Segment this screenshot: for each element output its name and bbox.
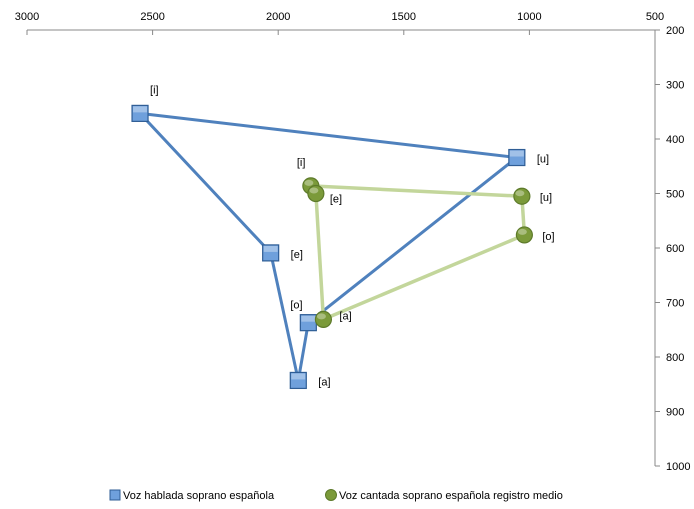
x-tick-label: 2000 [266, 11, 290, 23]
y-tick-label: 900 [666, 407, 684, 419]
series-1-marker [299, 314, 317, 332]
point-label: [o] [290, 300, 302, 312]
series-2-line [309, 184, 527, 322]
y-tick-label: 500 [666, 189, 684, 201]
series-1-marker [262, 244, 280, 262]
series-2-marker [314, 310, 333, 328]
series-1-line [138, 111, 519, 382]
y-tick-label: 1000 [666, 461, 690, 473]
point-label: [u] [537, 154, 549, 166]
point-label: [o] [542, 231, 554, 243]
series-2-marker [307, 184, 325, 203]
legend-marker-series-1 [109, 489, 121, 501]
y-tick-label: 400 [666, 134, 684, 146]
legend-label-series-2: Voz cantada soprano española registro me… [339, 490, 563, 502]
point-label: [a] [318, 376, 330, 388]
legend-marker-series-2 [325, 489, 337, 501]
x-tick-label: 1500 [392, 11, 416, 23]
point-label: [e] [291, 249, 303, 261]
point-label: [u] [540, 192, 552, 204]
series-2-marker [513, 187, 531, 205]
series-1-marker [289, 371, 307, 390]
series-2-marker [515, 226, 533, 244]
y-tick-label: 300 [666, 80, 684, 92]
x-tick-label: 500 [646, 11, 664, 23]
point-label: [a] [339, 310, 351, 322]
point-label: [i] [150, 84, 159, 96]
point-label: [e] [330, 194, 342, 206]
x-tick-label: 1000 [517, 11, 541, 23]
x-tick-label: 3000 [15, 11, 39, 23]
point-label: [i] [297, 157, 306, 169]
y-tick-label: 800 [666, 352, 684, 364]
x-tick-label: 2500 [140, 11, 164, 23]
y-tick-label: 600 [666, 243, 684, 255]
legend-label-series-1: Voz hablada soprano española [123, 490, 275, 502]
series-1-marker [508, 148, 526, 167]
series-1-marker [131, 104, 149, 122]
y-tick-label: 200 [666, 25, 684, 37]
y-tick-label: 700 [666, 298, 684, 310]
